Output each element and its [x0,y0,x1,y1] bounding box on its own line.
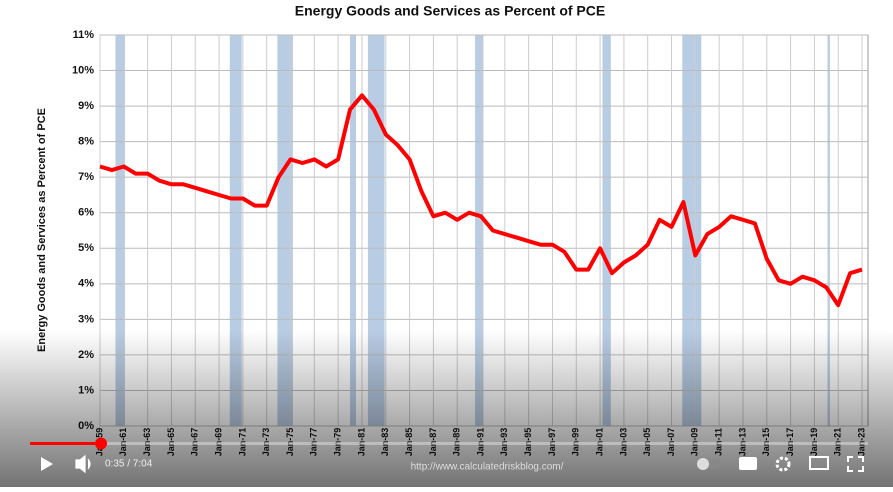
fullscreen-button[interactable] [847,456,864,472]
recession-band [602,35,611,426]
progress-played [30,442,101,445]
y-tick-label: 5% [78,242,94,254]
recession-band [229,35,242,426]
player-controls: 0:35 / 7:04 [30,437,868,474]
y-axis-label: Energy Goods and Services as Percent of … [36,108,48,352]
theater-button[interactable] [809,456,829,470]
y-tick-label: 8% [78,136,94,148]
y-tick-label: 10% [72,64,94,76]
progress-track[interactable] [30,442,868,445]
chart: 0%1%2%3%4%5%6%7%8%9%10%11%Jan-59Jan-61Ja… [36,3,869,456]
recession-band [367,35,385,426]
y-tick-label: 3% [78,313,94,325]
y-tick-label: 6% [78,207,94,219]
y-tick-label: 9% [78,100,94,112]
y-tick-label: 7% [78,171,94,183]
play-button[interactable] [41,457,53,471]
y-tick-label: 4% [78,278,94,290]
progress-scrubber[interactable] [95,437,107,450]
settings-button[interactable] [775,456,791,472]
time-display: 0:35 / 7:04 [105,459,153,470]
captions-button[interactable] [739,457,757,470]
recession-band [827,35,830,426]
autoplay-knob [697,458,709,470]
recession-band [350,35,356,426]
source-url: http://www.calculatedriskblog.com/ [411,462,564,473]
data-line [99,93,863,308]
chart-title: Energy Goods and Services as Percent of … [295,3,605,19]
recession-band [115,35,126,426]
y-tick-label: 11% [73,29,95,41]
recession-band [475,35,484,426]
volume-button[interactable] [75,454,91,474]
recession-band [277,35,293,426]
